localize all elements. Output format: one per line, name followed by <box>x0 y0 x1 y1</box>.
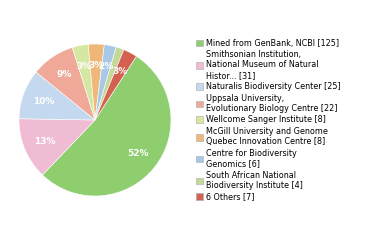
Wedge shape <box>43 56 171 196</box>
Text: 3%: 3% <box>77 62 92 71</box>
Wedge shape <box>72 44 95 120</box>
Wedge shape <box>19 119 95 175</box>
Wedge shape <box>95 45 116 120</box>
Wedge shape <box>95 50 136 120</box>
Wedge shape <box>95 47 124 120</box>
Text: 9%: 9% <box>57 70 72 79</box>
Wedge shape <box>88 44 105 120</box>
Text: 2%: 2% <box>98 62 114 71</box>
Text: 3%: 3% <box>88 61 103 70</box>
Legend: Mined from GenBank, NCBI [125], Smithsonian Institution,
National Museum of Natu: Mined from GenBank, NCBI [125], Smithson… <box>194 37 342 203</box>
Wedge shape <box>19 72 95 120</box>
Text: 52%: 52% <box>127 150 149 158</box>
Wedge shape <box>36 48 95 120</box>
Text: 10%: 10% <box>33 97 54 106</box>
Text: 13%: 13% <box>34 137 55 146</box>
Text: 3%: 3% <box>113 67 128 76</box>
